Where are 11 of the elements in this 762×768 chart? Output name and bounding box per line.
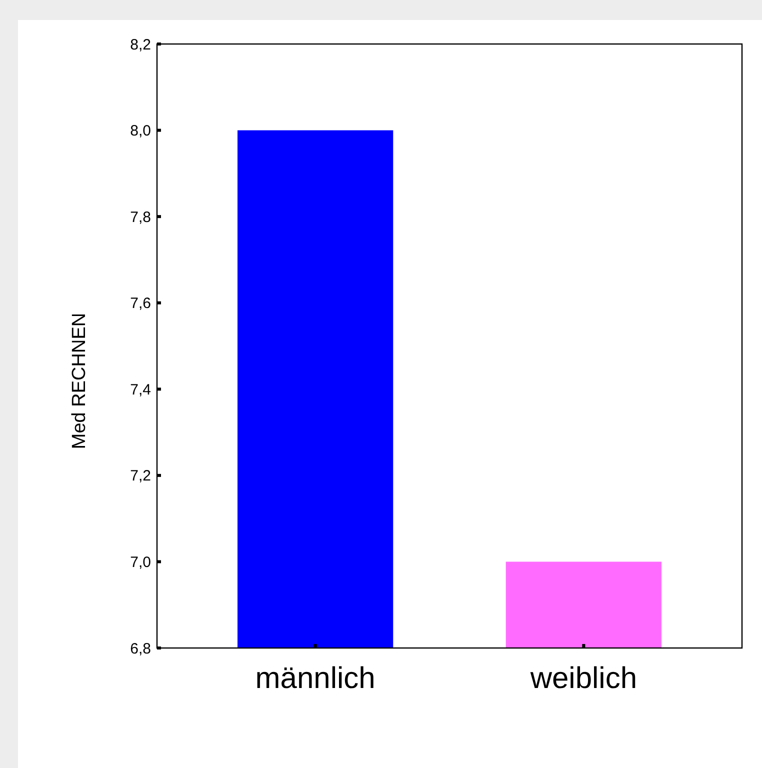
- y-tick-label: 7,4: [130, 381, 151, 398]
- y-tick-label: 7,2: [130, 468, 151, 485]
- y-tick-label: 8,2: [130, 36, 151, 54]
- x-tick-label: weiblich: [529, 662, 638, 695]
- y-tick-label: 8,0: [130, 122, 151, 140]
- y-axis-title: Med RECHNEN: [69, 312, 90, 450]
- y-tick-label: 7,6: [130, 295, 151, 312]
- x-tick-label: männlich: [255, 662, 376, 695]
- y-tick-label: 6,8: [130, 640, 151, 658]
- y-tick-label: 7,8: [130, 208, 151, 226]
- y-tick-label: 7,0: [130, 554, 151, 571]
